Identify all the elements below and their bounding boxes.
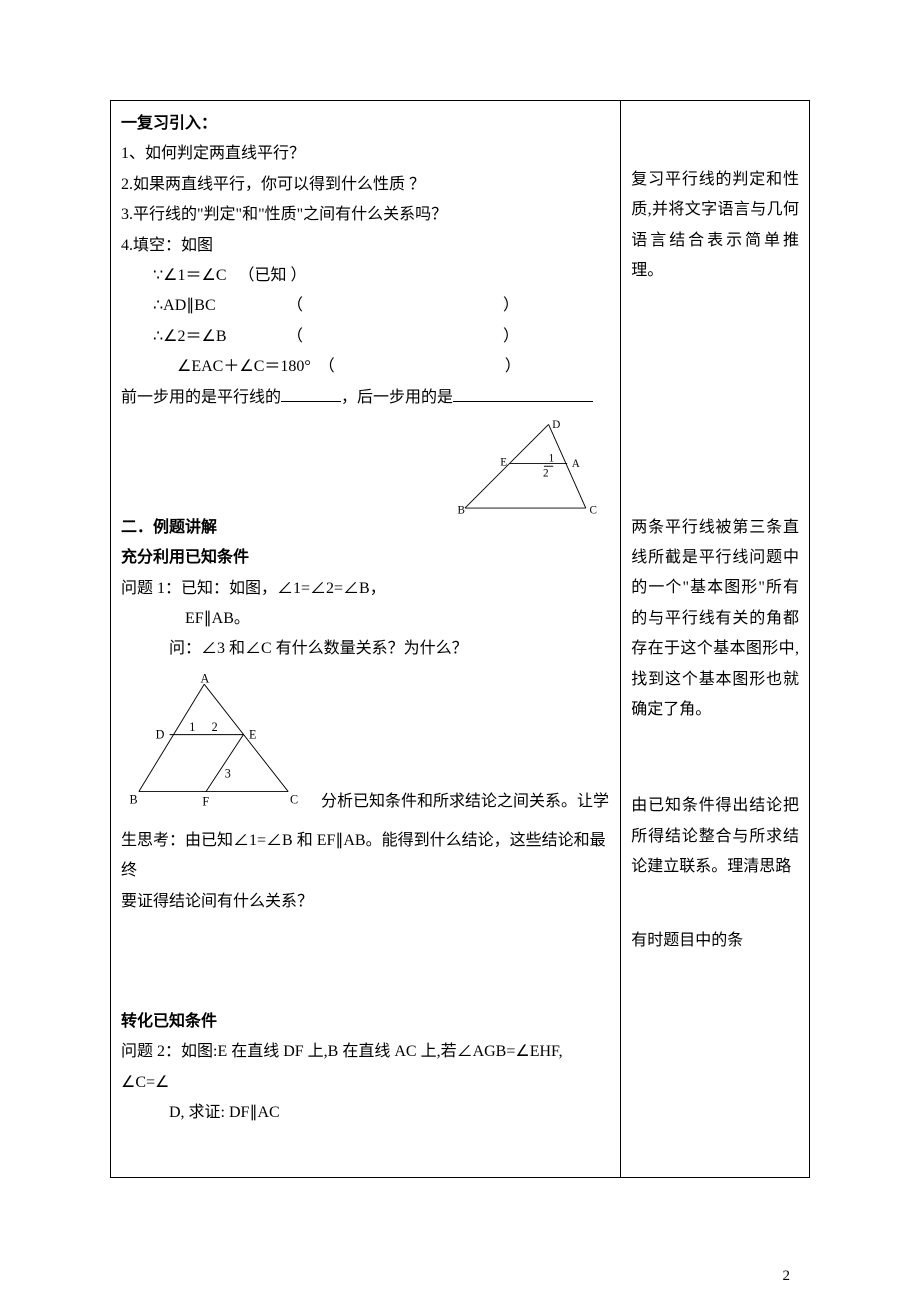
fig2-label-f: F bbox=[202, 794, 209, 808]
q4-l1-a: ∵∠1＝∠C bbox=[153, 267, 227, 284]
left-column: 一复习引入： 1、如何判定两直线平行？ 2.如果两直线平行，你可以得到什么性质 … bbox=[111, 101, 621, 1178]
fig2-label-b: B bbox=[130, 793, 138, 807]
question-4: 4.填空：如图 bbox=[121, 231, 610, 261]
q4-l2-lp: （ bbox=[287, 297, 303, 314]
fig1-label-d: D bbox=[553, 419, 561, 431]
fig1-label-b: B bbox=[458, 505, 465, 517]
problem1-tail-b: 生思考：由已知∠1=∠B 和 EF∥AB。能得到什么结论，这些结论和最终 bbox=[121, 826, 610, 887]
figure-1: D A E B C 1 2 bbox=[121, 417, 610, 527]
content-table: 一复习引入： 1、如何判定两直线平行？ 2.如果两直线平行，你可以得到什么性质 … bbox=[110, 100, 810, 1178]
fig1-label-a: A bbox=[572, 458, 580, 470]
q4-l4-rp: ） bbox=[505, 358, 521, 375]
question-3: 3.平行线的"判定"和"性质"之间有什么关系吗？ bbox=[121, 200, 610, 230]
q4-line4: ∠EAC＋∠C＝180° （ ） bbox=[121, 352, 610, 382]
blank-1 bbox=[281, 385, 341, 402]
q4-l3-a: ∴∠2＝∠B bbox=[153, 322, 283, 352]
fig1-angle-1: 1 bbox=[549, 453, 555, 465]
problem2-l1: 问题 2：如图:E 在直线 DF 上,B 在直线 AC 上,若∠AGB=∠EHF… bbox=[121, 1037, 610, 1098]
page-number: 2 bbox=[0, 1238, 920, 1285]
question-1: 1、如何判定两直线平行？ bbox=[121, 139, 610, 169]
problem1-l1: 问题 1：已知：如图，∠1=∠2=∠B， bbox=[121, 574, 610, 604]
problem1-l2: EF∥AB。 bbox=[121, 604, 610, 634]
q4-line3: ∴∠2＝∠B （ ） bbox=[121, 322, 610, 352]
right-column: 复习平行线的判定和性质,并将文字语言与几何语言结合表示简单推理。 两条平行线被第… bbox=[621, 101, 810, 1178]
fig1-angle-2: 2 bbox=[543, 467, 549, 479]
q4-line5: 前一步用的是平行线的 ，后一步用的是 bbox=[121, 383, 610, 413]
section1-title: 一复习引入： bbox=[121, 109, 610, 139]
problem2-l2: D, 求证: DF∥AC bbox=[121, 1098, 610, 1128]
question-2: 2.如果两直线平行，你可以得到什么性质 ？ bbox=[121, 170, 610, 200]
note-1: 复习平行线的判定和性质,并将文字语言与几何语言结合表示简单推理。 bbox=[631, 165, 799, 287]
fig2-label-a: A bbox=[200, 673, 209, 685]
figure-2: A D E B F C 1 2 3 bbox=[121, 673, 321, 818]
q4-line2: ∴AD∥BC （ ） bbox=[121, 291, 610, 321]
sub2-title: 转化已知条件 bbox=[121, 1007, 610, 1037]
q4-l2-rp: ） bbox=[503, 297, 519, 314]
q4-l2-a: ∴AD∥BC bbox=[153, 291, 283, 321]
fig2-label-c: C bbox=[290, 793, 298, 807]
problem1-tail-c: 要证得结论间有什么关系？ bbox=[121, 887, 610, 917]
sub1-title: 充分利用已知条件 bbox=[121, 543, 610, 573]
note-3: 由已知条件得出结论把所得结论整合与所求结论建立联系。理清思路 bbox=[631, 791, 799, 882]
q4-l3-lp: （ bbox=[287, 328, 303, 345]
q4-l4-a: ∠EAC＋∠C＝180° bbox=[177, 358, 311, 375]
figure-2-row: A D E B F C 1 2 3 分析已知条件和所求结论之间关系。让学 bbox=[121, 665, 610, 826]
q4-line1: ∵∠1＝∠C （已知 ） bbox=[121, 261, 610, 291]
q4-l1-b: （已知 ） bbox=[239, 267, 307, 284]
fig2-label-d: D bbox=[156, 727, 165, 741]
note-4: 有时题目中的条 bbox=[631, 926, 799, 956]
problem1-tail-a: 分析已知条件和所求结论之间关系。让学 bbox=[321, 787, 610, 817]
q4-l5-a: 前一步用的是平行线的 bbox=[121, 389, 281, 406]
q4-l5-b: ，后一步用的是 bbox=[341, 389, 453, 406]
fig2-angle-1: 1 bbox=[189, 720, 195, 734]
note-2: 两条平行线被第三条直线所截是平行线问题中的一个"基本图形"所有的与平行线有关的角… bbox=[631, 513, 799, 726]
fig1-label-e: E bbox=[501, 456, 508, 468]
fig1-label-c: C bbox=[590, 505, 597, 517]
q4-l3-rp: ） bbox=[503, 328, 519, 345]
q4-l4-lp: （ bbox=[319, 358, 335, 375]
blank-2 bbox=[453, 385, 593, 402]
problem1-l3: 问：∠3 和∠C 有什么数量关系？为什么？ bbox=[121, 634, 610, 664]
fig2-label-e: E bbox=[249, 727, 256, 741]
fig2-angle-3: 3 bbox=[225, 766, 231, 780]
fig2-angle-2: 2 bbox=[212, 720, 218, 734]
